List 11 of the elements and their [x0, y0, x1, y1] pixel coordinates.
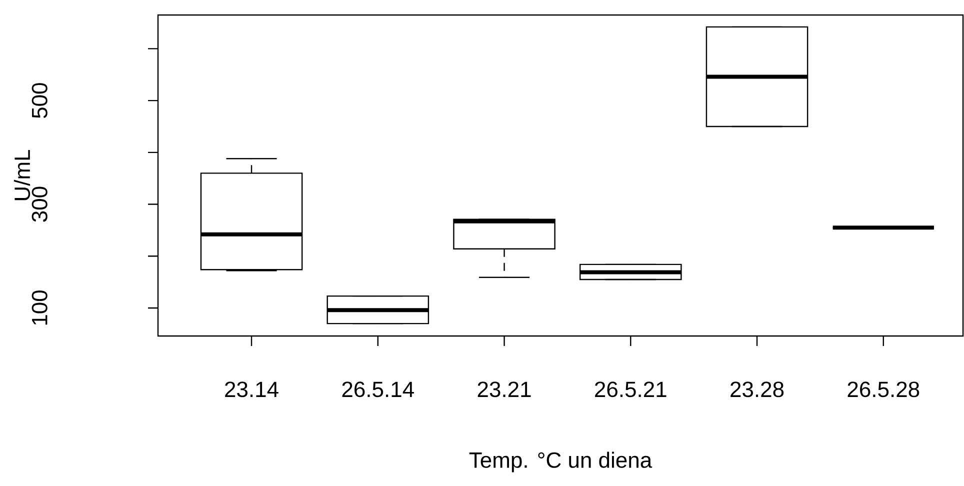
x-tick-label: 23.21 — [478, 382, 531, 398]
x-tick-label: 23.28 — [730, 382, 784, 398]
x-axis-title: Temp. °C un diena — [469, 452, 652, 472]
y-tick-label: 500 — [32, 83, 48, 118]
x-tick-label: 26.5.14 — [342, 382, 414, 398]
x-tick-label: 26.5.28 — [848, 382, 920, 398]
x-tick-label: 26.5.21 — [595, 382, 666, 398]
y-tick-label: 300 — [32, 186, 48, 222]
x-tick-label: 23.14 — [225, 382, 278, 398]
y-tick-label: 100 — [32, 290, 48, 325]
y-axis-title: U/mL — [14, 150, 30, 200]
